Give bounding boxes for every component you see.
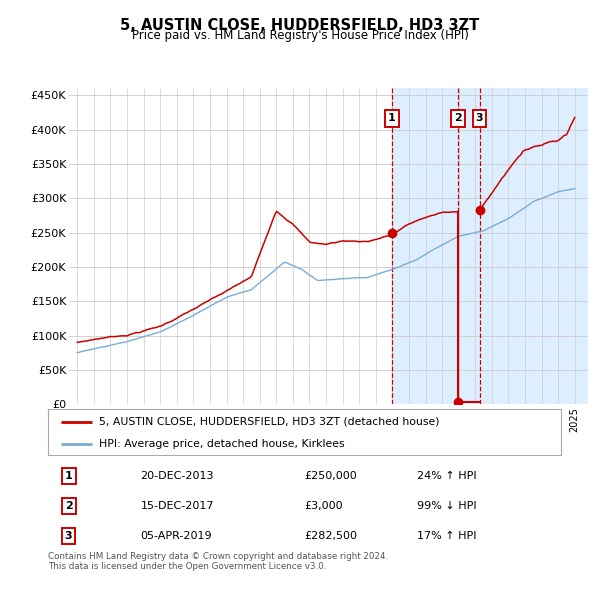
Text: 99% ↓ HPI: 99% ↓ HPI bbox=[418, 501, 477, 511]
Text: 1: 1 bbox=[65, 471, 73, 481]
Text: 24% ↑ HPI: 24% ↑ HPI bbox=[418, 471, 477, 481]
Text: HPI: Average price, detached house, Kirklees: HPI: Average price, detached house, Kirk… bbox=[100, 439, 345, 449]
Text: 05-APR-2019: 05-APR-2019 bbox=[140, 531, 212, 541]
Text: 1: 1 bbox=[388, 113, 396, 123]
Text: Contains HM Land Registry data © Crown copyright and database right 2024.: Contains HM Land Registry data © Crown c… bbox=[48, 552, 388, 561]
Text: £3,000: £3,000 bbox=[305, 501, 343, 511]
Text: 5, AUSTIN CLOSE, HUDDERSFIELD, HD3 3ZT: 5, AUSTIN CLOSE, HUDDERSFIELD, HD3 3ZT bbox=[121, 18, 479, 32]
Text: 5, AUSTIN CLOSE, HUDDERSFIELD, HD3 3ZT (detached house): 5, AUSTIN CLOSE, HUDDERSFIELD, HD3 3ZT (… bbox=[100, 417, 440, 427]
Text: 20-DEC-2013: 20-DEC-2013 bbox=[140, 471, 214, 481]
Text: 17% ↑ HPI: 17% ↑ HPI bbox=[418, 531, 477, 541]
Text: 3: 3 bbox=[65, 531, 73, 541]
Text: 2: 2 bbox=[454, 113, 462, 123]
Text: £250,000: £250,000 bbox=[305, 471, 357, 481]
Text: Price paid vs. HM Land Registry's House Price Index (HPI): Price paid vs. HM Land Registry's House … bbox=[131, 30, 469, 42]
Bar bbox=[392, 88, 588, 404]
Text: This data is licensed under the Open Government Licence v3.0.: This data is licensed under the Open Gov… bbox=[48, 562, 326, 571]
Text: 2: 2 bbox=[65, 501, 73, 511]
Text: £282,500: £282,500 bbox=[305, 531, 358, 541]
Text: 15-DEC-2017: 15-DEC-2017 bbox=[140, 501, 214, 511]
Text: 3: 3 bbox=[476, 113, 484, 123]
